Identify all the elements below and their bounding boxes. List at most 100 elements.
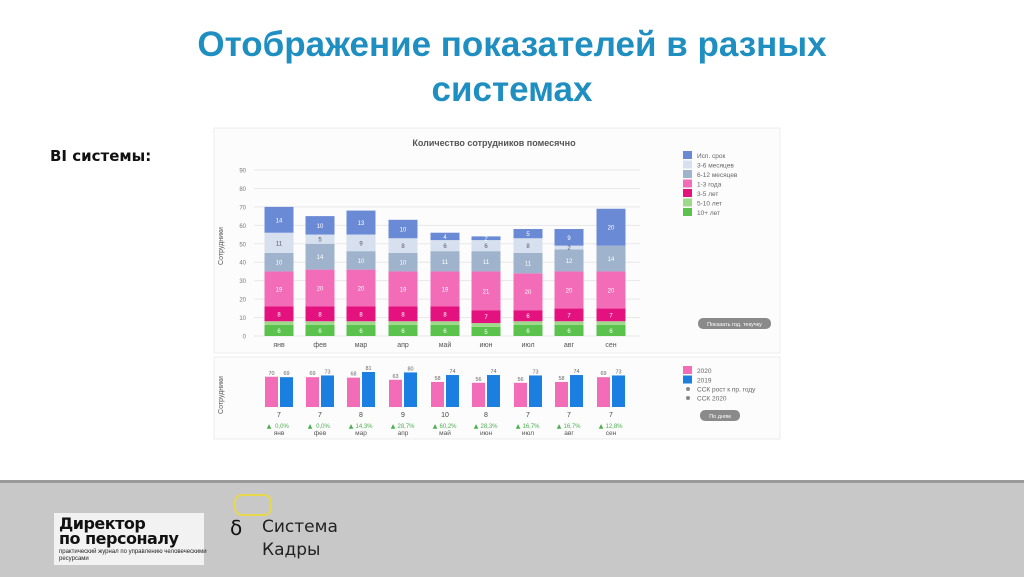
chart2-value-label: 58 [558,376,564,382]
chart1-bar-segment [471,236,501,241]
chart1-bar-segment [346,321,376,325]
chart2-legend-label: 2019 [697,378,712,385]
chart1-bar-segment [554,321,584,325]
chart2-category-label: июл [522,430,534,437]
chart2-value-label: 73 [532,369,538,375]
chart2-bar [555,381,568,407]
chart2-ssk-growth: 7 [609,412,613,419]
chart2-ylabel: Сотрудники [218,376,225,414]
chart1-bar-segment [513,310,543,322]
person-icon: ẟ [230,516,243,540]
chart2-bar [472,382,485,407]
chart1-data-label: 14 [276,218,283,224]
brand-name-line1: Система [262,517,338,537]
sistema-kadry-logo: ẟ Система Кадры [228,490,348,570]
show-turnover-button[interactable] [698,318,771,329]
chart2-value-label: 68 [350,372,356,378]
chart1-data-label: 10 [400,228,407,234]
by-days-button[interactable] [700,410,740,421]
chart1-bar-segment [471,240,501,252]
chart1-legend-swatch [683,170,692,178]
chart1-bar-segment [305,234,335,244]
show-turnover-button-label[interactable]: Показать год. текучку [707,322,762,328]
chart1-bar-segment [513,273,543,311]
chart1-category-label: мар [355,342,368,349]
chart2-bar [431,381,444,407]
chart1-data-label: 8 [526,244,530,250]
chart1-data-label: 19 [442,287,449,293]
chart2-category-label: апр [398,430,409,437]
chart1-bar-segment [388,306,418,322]
chart1-bar-segment [430,324,460,336]
chart1-bar-segment [554,245,584,250]
chart2-ssk-pct: 14,3% [355,424,373,430]
chart2-value-label: 69 [600,371,606,377]
chart1-data-label: 11 [483,260,490,266]
chart1-data-label: 8 [401,244,405,250]
chart1-bar-segment [430,232,460,241]
chart2-value-label: 74 [573,369,579,375]
up-triangle-icon: ▲ [349,423,354,430]
chart1-bar-segment [554,308,584,322]
chart2-bar [265,376,278,407]
chart1-bar-segment [388,253,418,272]
chart2-bar [446,375,459,407]
chart1-data-label: 6 [526,314,530,320]
bi-systems-label: BI системы: [50,147,152,165]
chart2-value-label: 73 [615,369,621,375]
chart1-bar-segment [554,229,584,246]
chart1-bar-segment [346,234,376,252]
slide-title: Отображение показателей в разных система… [0,22,1024,112]
chart2-ssk-growth: 7 [567,412,571,419]
chart2-ssk-pct: 28,7% [397,424,415,430]
slide-title-line2: системах [431,70,593,109]
chart2-category-label: мар [355,430,367,437]
chart1-bar-segment [596,308,626,322]
chart2-category-label: фев [314,430,327,437]
chart1-bar-segment [596,208,626,246]
up-triangle-icon: ▲ [557,423,562,430]
chart1-data-label: 10 [276,261,283,267]
logo-line2: по персоналу [59,529,179,548]
chart2-legend-label: 2020 [697,368,712,375]
chart2-category-label: авг [564,430,574,437]
chart1-bar-segment [471,251,501,272]
chart1-data-label: 19 [276,287,283,293]
chart1-bar-segment [305,243,335,270]
chart1-bar-segment [305,269,335,307]
by-days-button-label[interactable]: По дням [709,414,731,420]
chart2-ssk-pct: 12,8% [605,424,623,430]
chart1-bar-segment [305,306,335,322]
chart2-value-label: 74 [490,369,496,375]
chart1-data-label: 6 [609,329,613,335]
chart2-value-label: 74 [449,369,455,375]
chart2-bar [404,372,417,407]
chart1-data-label: 20 [317,287,324,293]
up-triangle-icon: ▲ [391,423,396,430]
chart1-bar-segment [513,229,543,239]
chart1-data-label: 5 [484,330,488,336]
chart1-ytick-label: 70 [239,205,246,211]
up-triangle-icon: ▲ [474,423,479,430]
chart2-value-label: 80 [407,366,413,372]
chart1-legend-label: 10+ лет [697,210,720,217]
speech-bubble-icon [234,494,272,516]
chart1-data-label: 20 [358,287,365,293]
chart2-ssk-growth: 7 [526,412,530,419]
chart2-ssk-growth: 10 [441,412,449,419]
chart2-legend-extra-label: ССК 2020 [697,396,727,403]
chart2-ssk-growth: 9 [401,412,405,419]
chart2-category-label: сен [606,430,617,437]
up-triangle-icon: ▲ [516,423,521,430]
chart2-legend-swatch [683,366,692,374]
chart1-data-label: 21 [483,289,490,295]
chart1-bar-segment [471,326,501,336]
chart1-bar-segment [430,251,460,272]
chart1-bar-segment [596,321,626,325]
chart1-data-label: 6 [318,329,322,335]
chart1-category-label: янв [273,342,285,349]
chart1-legend-label: 1-3 года [697,182,722,189]
chart1-ytick-label: 20 [239,298,246,304]
chart1-bar-segment [471,323,501,327]
logo-line1: Директор [59,514,146,533]
